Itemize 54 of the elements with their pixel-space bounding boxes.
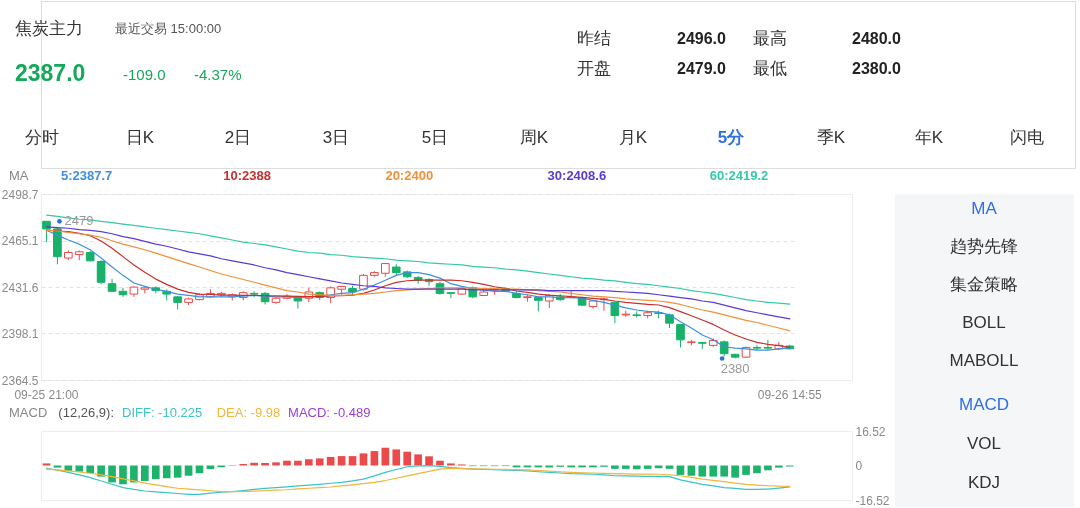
chart-title: MACD <box>9 405 48 420</box>
y-tick-label: 2364.5 <box>1 373 39 388</box>
text: 30:2408.6 <box>547 168 607 183</box>
text: MABOLL <box>949 351 1019 370</box>
text: 5:2387.7 <box>61 168 113 183</box>
x-tick-label: 09-26 14:55 <box>757 387 823 402</box>
text: MA <box>971 199 998 218</box>
text: 月K <box>618 128 648 147</box>
text: BOLL <box>962 313 1006 332</box>
text: 5分 <box>717 128 746 147</box>
y-tick-label: 0 <box>855 459 863 473</box>
text: 最近交易 15:00:00 <box>115 21 222 36</box>
text: 趋势先锋 <box>950 237 1018 256</box>
text: 闪电 <box>1010 128 1044 147</box>
text: 昨结 <box>577 29 611 48</box>
text: -109.0 <box>123 66 166 83</box>
text: 季K <box>816 128 846 147</box>
y-tick-label: 16.52 <box>855 424 886 439</box>
text: 2480.0 <box>852 30 902 47</box>
text: MACD: -0.489 <box>288 405 371 420</box>
text: -4.37% <box>194 66 242 83</box>
text: 开盘 <box>577 59 611 78</box>
text: 最高 <box>753 29 787 48</box>
text: 日K <box>125 128 155 147</box>
text: 焦炭主力 <box>15 19 83 38</box>
text: MACD <box>958 395 1010 414</box>
text: 5日 <box>421 128 449 147</box>
text: DIFF: -10.225 <box>122 405 203 420</box>
text: 集金策略 <box>950 275 1018 294</box>
y-tick-label: -16.52 <box>855 493 890 508</box>
y-tick-label: 2431.6 <box>1 280 39 295</box>
text: 2380.0 <box>852 60 902 77</box>
y-tick-label: 2465.1 <box>1 234 39 249</box>
chart-subtitle: (12,26,9): <box>58 405 115 420</box>
text: VOL <box>966 434 1002 453</box>
text: 10:2388 <box>223 168 271 183</box>
y-tick-label: 2498.7 <box>1 187 39 202</box>
annotation: 2380 <box>720 360 750 376</box>
text: 3日 <box>322 128 350 147</box>
y-tick-label: 2398.1 <box>1 326 39 341</box>
text: 2日 <box>224 128 252 147</box>
x-tick-label: 09-25 21:00 <box>14 387 79 402</box>
text: 60:2419.2 <box>709 168 769 183</box>
text: 最低 <box>753 59 787 78</box>
text: 年K <box>914 128 944 147</box>
text: 周K <box>519 128 549 147</box>
text: 2496.0 <box>677 30 727 47</box>
text: 20:2400 <box>385 168 434 183</box>
text: 2387.0 <box>15 60 86 86</box>
chart-title: MA <box>9 168 29 183</box>
text: KDJ <box>967 473 1001 492</box>
text: DEA: -9.98 <box>216 405 281 420</box>
text: 分时 <box>25 128 59 147</box>
text: 2479.0 <box>677 60 727 77</box>
